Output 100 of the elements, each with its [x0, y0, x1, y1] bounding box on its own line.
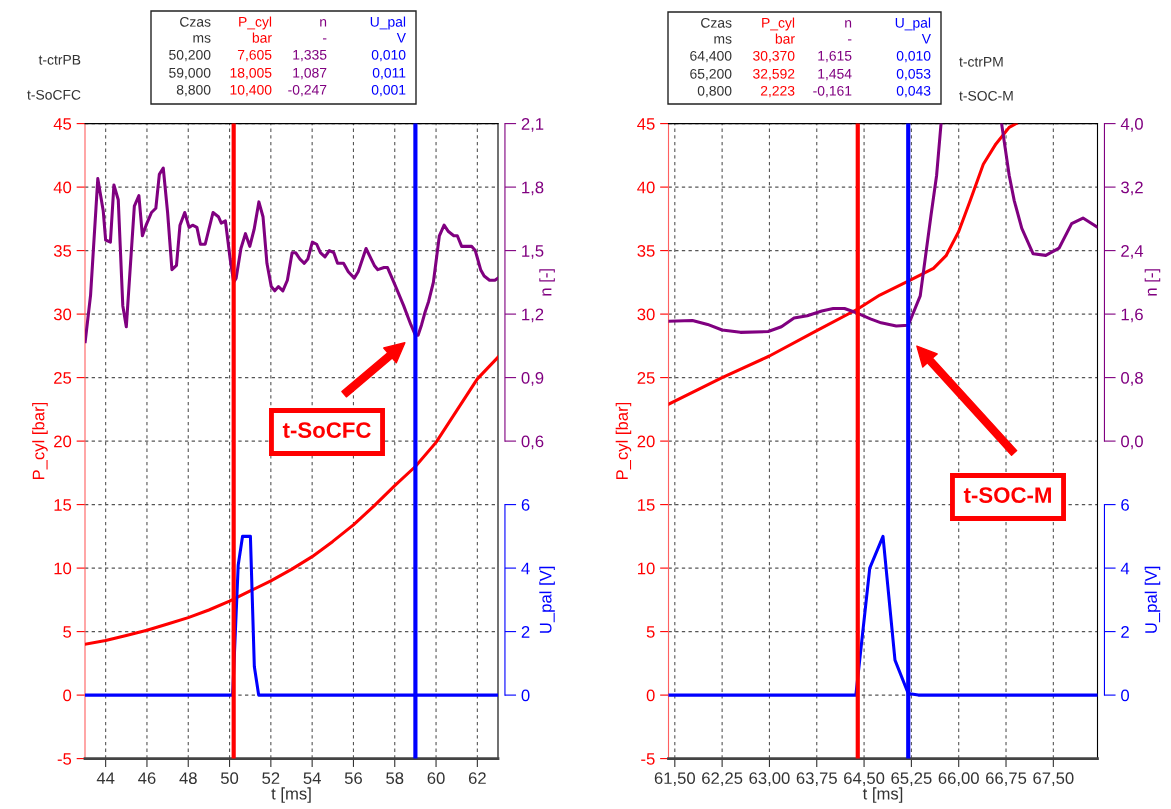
x-tick-label: 58 [386, 772, 404, 785]
y2-tick-label: 2,1 [521, 118, 544, 132]
x-tick-label: 63,00 [749, 772, 790, 787]
x-tick-label: 50 [220, 772, 239, 785]
x-tick-label: 60 [427, 772, 445, 785]
y-tick-label: 20 [54, 435, 72, 448]
text: -0,161 [813, 85, 852, 98]
text: 1,087 [293, 67, 327, 80]
text: - [847, 39, 852, 41]
y-tick-label: 45 [53, 118, 72, 130]
text: 7,605 [237, 49, 272, 62]
y3-axis-title: U_pal [V] [1144, 566, 1161, 633]
y-tick-label: -5 [57, 753, 72, 765]
x-tick-label: 65,25 [891, 772, 932, 787]
y-tick-label: 40 [53, 181, 72, 194]
x-tick-label: 46 [138, 772, 156, 785]
y-tick-label: 30 [53, 308, 72, 321]
y-tick-label: 30 [637, 308, 655, 321]
y2-axis-title: n [-] [539, 269, 555, 296]
text: P_cyl [762, 17, 795, 31]
x-axis-title: t [ms] [271, 787, 311, 803]
x-axis-title: t [ms] [862, 787, 903, 803]
text: ms [714, 36, 732, 44]
y-tick-label: 5 [63, 626, 72, 638]
y-tick-label: 40 [637, 181, 655, 194]
y2-tick-label: 1,8 [522, 181, 544, 196]
y-tick-label: -5 [641, 753, 655, 765]
text: 0,011 [372, 67, 406, 80]
text: 8,800 [176, 84, 211, 97]
text: 30,370 [753, 50, 795, 63]
x-tick-label: 44 [96, 772, 115, 784]
text: 2,223 [760, 85, 795, 98]
line-series [85, 166, 498, 344]
y-tick-label: 35 [53, 245, 72, 257]
text: bar [775, 33, 795, 44]
y-tick-label: 20 [637, 435, 655, 448]
text: t-SoCFC [27, 89, 81, 100]
y-tick-label: 10 [638, 562, 655, 575]
text: 1,615 [818, 50, 852, 63]
text: n [845, 20, 852, 28]
y2-tick-label: 1,5 [522, 245, 544, 259]
y-tick-label: 25 [54, 372, 72, 384]
text: 0,010 [371, 49, 406, 62]
x-tick-label: 62 [468, 772, 486, 785]
text: 18,005 [230, 67, 272, 80]
text: 0,010 [896, 50, 931, 63]
text: 64,400 [690, 50, 732, 63]
annotation: t-SOC-M [963, 487, 1051, 503]
text: Czas [180, 16, 211, 27]
y3-tick-label: 4 [521, 562, 530, 575]
y3-tick-label: 6 [521, 499, 530, 511]
y-tick-label: 35 [637, 245, 655, 257]
y3-tick-label: 2 [521, 626, 530, 638]
text: 65,200 [690, 68, 732, 81]
annotation: t-SoCFC [282, 422, 371, 438]
y2-tick-label: 3,2 [1121, 181, 1143, 196]
text: 50,200 [169, 49, 211, 62]
text: 0,053 [896, 68, 931, 81]
text: n [320, 19, 327, 27]
text: U_pal [370, 16, 406, 30]
y2-tick-label: 0,9 [521, 372, 544, 386]
y3-tick-label: 0 [1121, 689, 1130, 702]
text: bar [252, 32, 272, 43]
y2-tick-label: 0,6 [521, 435, 544, 450]
text: 10,400 [230, 84, 272, 97]
text: U_pal [895, 17, 931, 31]
text: ms [193, 35, 211, 43]
y-tick-label: 0 [63, 689, 72, 702]
text: 1,335 [293, 49, 327, 62]
text: 0,043 [896, 85, 931, 98]
y-tick-label: 45 [637, 118, 655, 130]
y-axis-title: P_cyl [bar] [32, 402, 48, 480]
y2-tick-label: 4,0 [1120, 118, 1143, 132]
text: t-ctrPM [959, 57, 1003, 67]
y3-tick-label: 0 [521, 689, 530, 702]
text: 0,800 [697, 85, 732, 98]
x-tick-label: 61,50 [654, 772, 696, 787]
x-tick-label: 54 [303, 772, 321, 785]
y2-axis-title: n [-] [1144, 269, 1161, 296]
y-tick-label: 25 [637, 372, 655, 384]
y3-tick-label: 2 [1121, 626, 1129, 638]
y-axis-title: P_cyl [bar] [615, 402, 632, 480]
text: 0,001 [371, 84, 406, 97]
y2-tick-label: 0,0 [1121, 435, 1143, 450]
y2-tick-label: 1,6 [1121, 308, 1143, 323]
x-tick-label: 66,00 [938, 772, 979, 787]
x-tick-label: 56 [344, 772, 362, 785]
y3-tick-label: 6 [1121, 499, 1129, 511]
text: V [921, 34, 931, 44]
text: t-SOC-M [959, 90, 1013, 101]
y3-tick-label: 4 [1120, 562, 1130, 575]
text: V [396, 33, 406, 43]
x-tick-label: 52 [262, 772, 280, 785]
y-tick-label: 10 [54, 562, 72, 575]
y-tick-label: 15 [638, 499, 655, 511]
x-tick-label: 62,25 [702, 772, 743, 787]
text: 32,592 [753, 68, 795, 81]
x-tick-label: 63,75 [796, 772, 837, 787]
text: 59,000 [169, 67, 211, 80]
y2-tick-label: 1,2 [522, 308, 544, 323]
